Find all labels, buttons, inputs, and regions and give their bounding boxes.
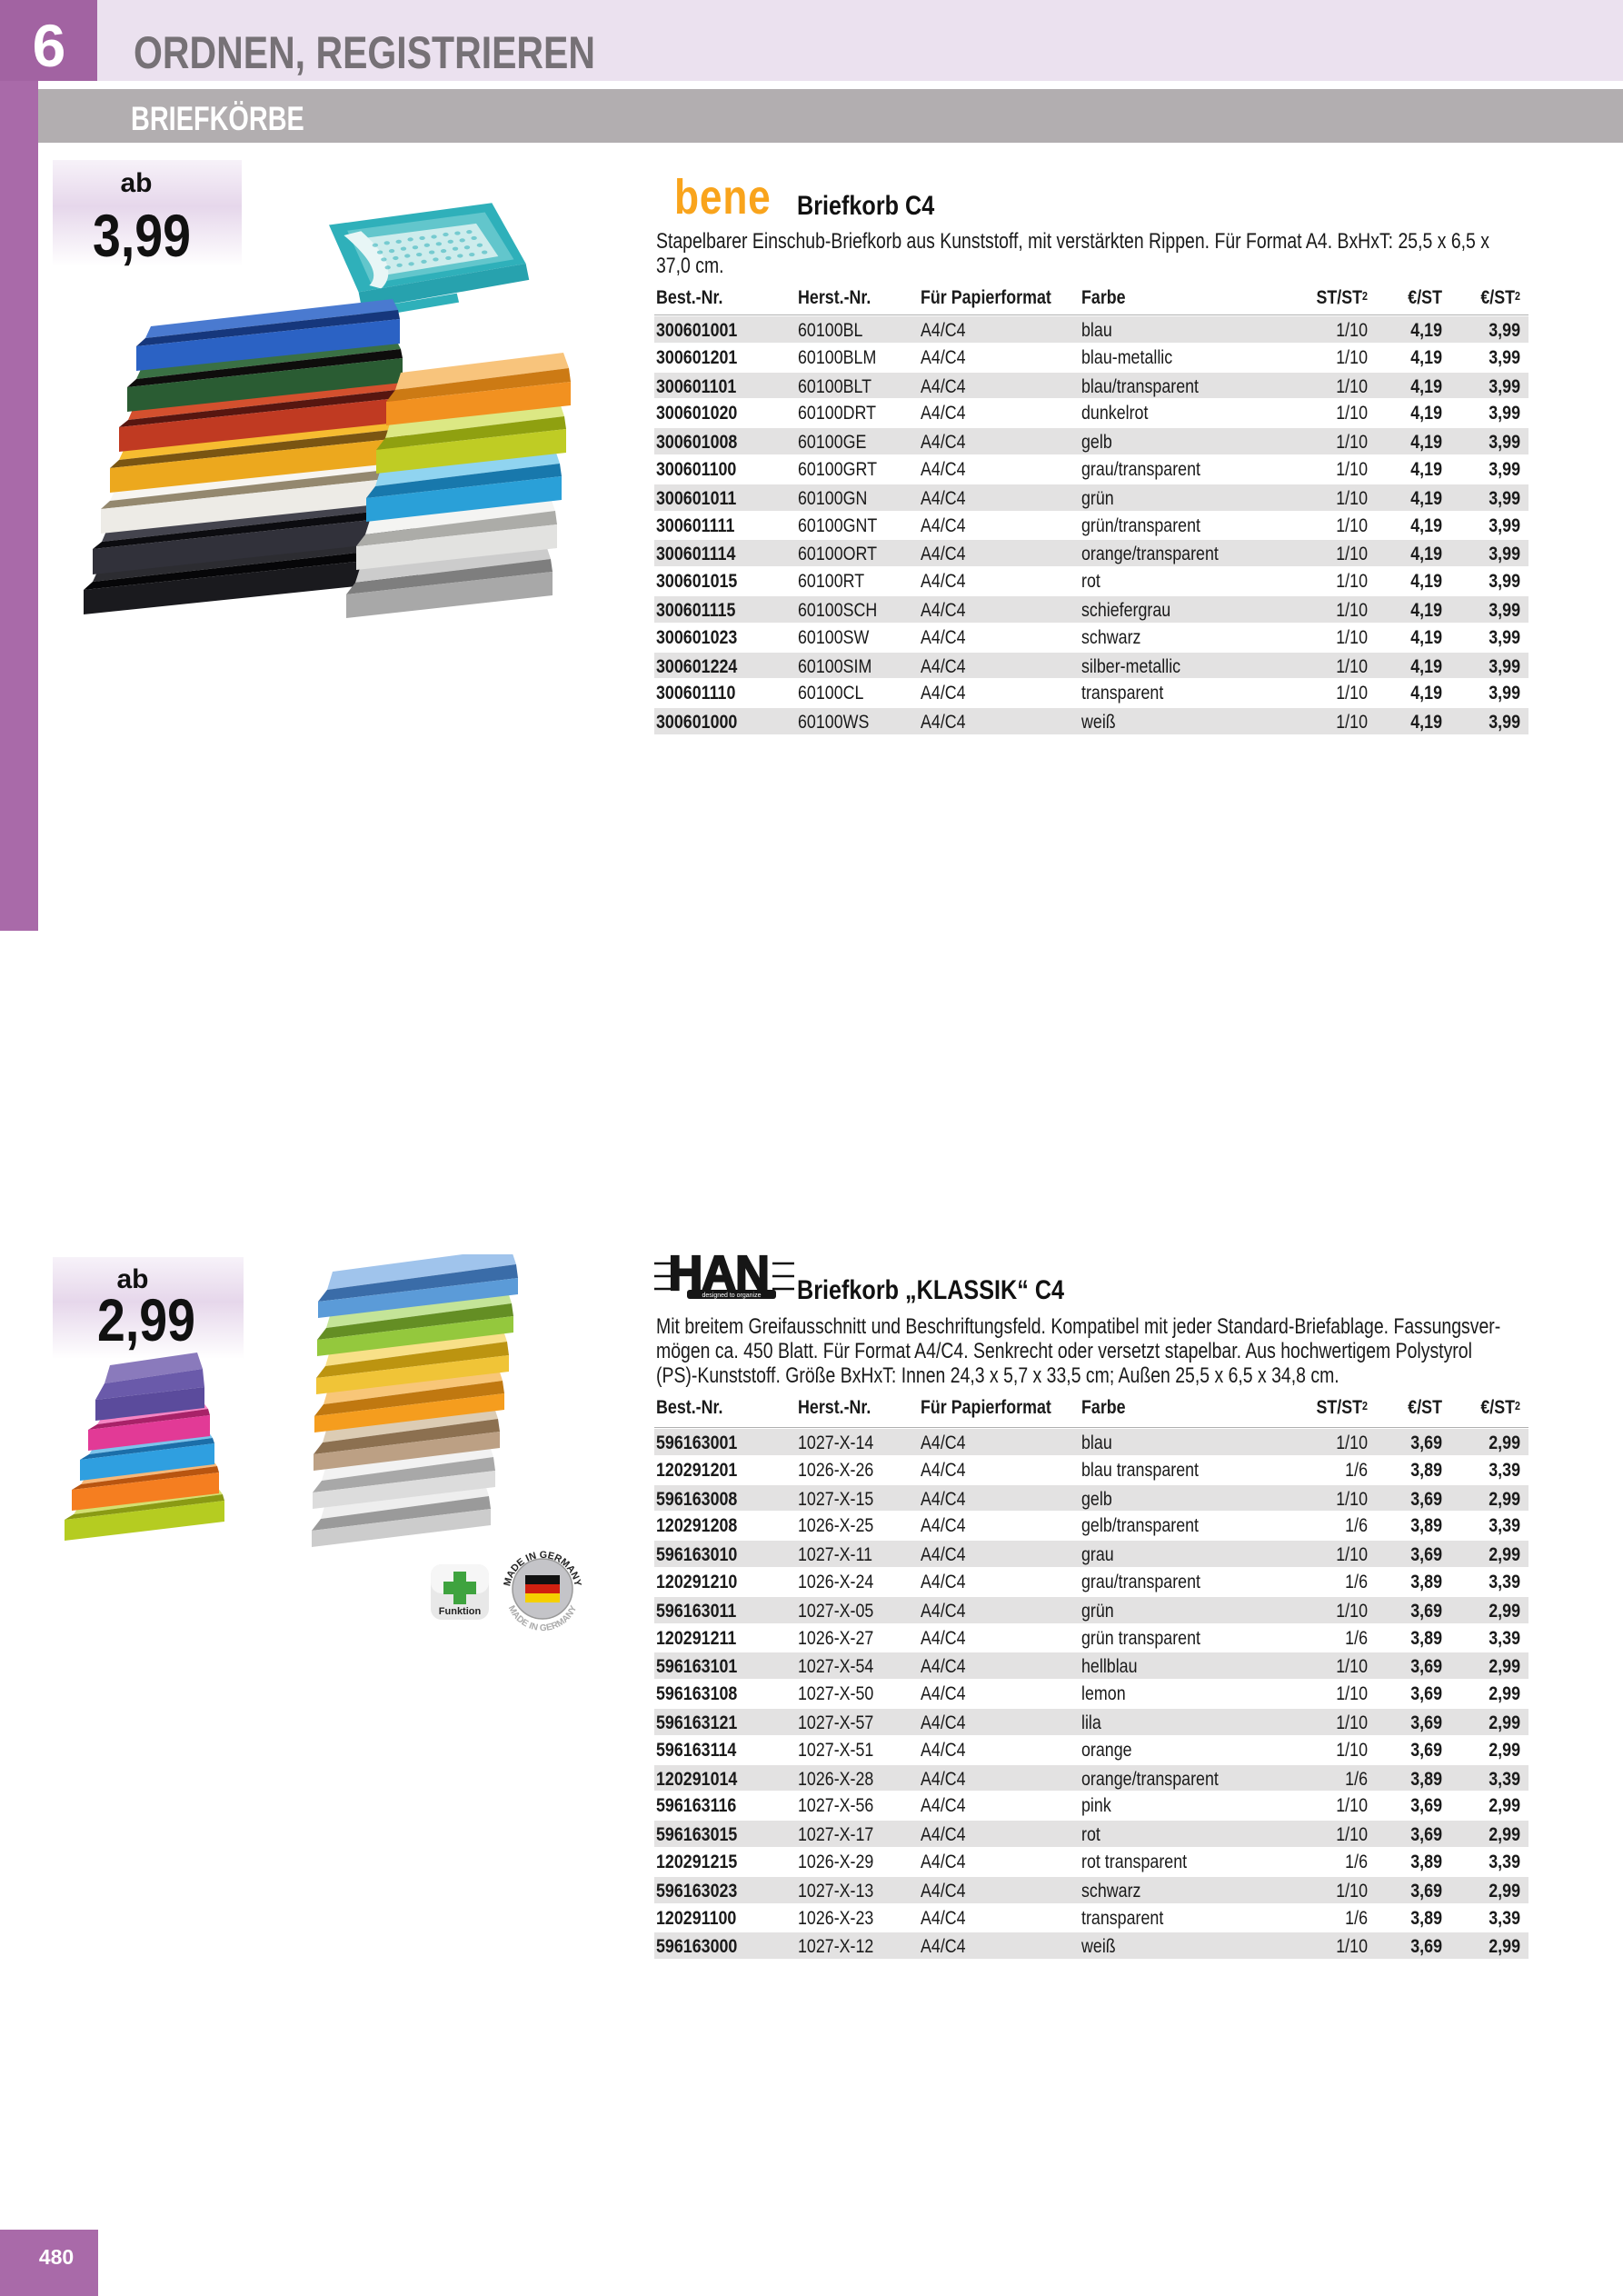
svg-text:Funktion: Funktion: [439, 1606, 482, 1617]
svg-text:designed to organize: designed to organize: [702, 1293, 762, 1299]
